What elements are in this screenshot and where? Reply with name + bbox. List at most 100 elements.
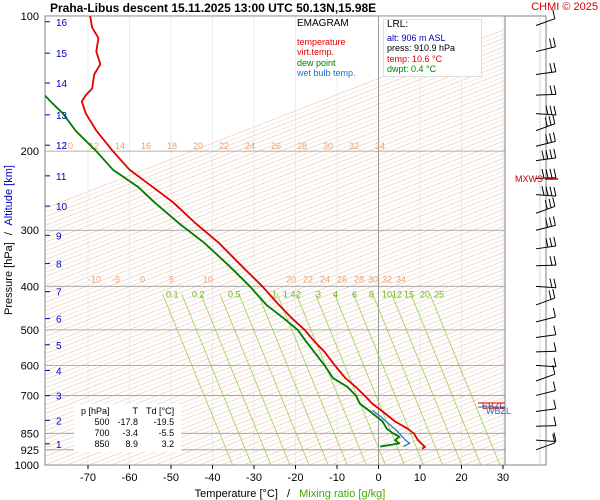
wind-barb-feather bbox=[553, 357, 557, 367]
wind-barb-feather bbox=[552, 288, 556, 299]
temperature-tick-label: 30 bbox=[497, 472, 509, 484]
dry-adiabat-line bbox=[132, 304, 546, 465]
dry-adiabat-line bbox=[45, 47, 546, 243]
wind-barb-feather bbox=[552, 114, 556, 124]
dry-adiabat-label: 30 bbox=[323, 141, 333, 151]
dry-adiabat-line bbox=[45, 201, 546, 397]
mxws-marker: MXWS bbox=[515, 174, 558, 184]
level-table: p [hPa] T Td [°C] 500 -17.8 -19.5 700 -3… bbox=[74, 404, 182, 452]
wind-barb-staff bbox=[535, 425, 557, 427]
axes-layer: 1002003004005006007008509251000123456789… bbox=[15, 11, 510, 484]
dry-adiabat-line bbox=[110, 295, 546, 465]
dry-adiabat-label: 20 bbox=[286, 274, 296, 284]
wind-barb-staff bbox=[535, 177, 557, 179]
dry-adiabat-label: 30 bbox=[368, 274, 378, 284]
mixing-ratio-label: 2 bbox=[296, 289, 301, 299]
wind-barb-feather bbox=[541, 169, 545, 179]
moist-adiabat-line bbox=[45, 214, 546, 410]
dry-adiabat-label: 16 bbox=[141, 141, 151, 151]
dry-adiabat-line bbox=[45, 175, 546, 372]
dry-adiabat-label: -5 bbox=[112, 274, 120, 284]
x-axis-label-sep: / bbox=[287, 488, 291, 500]
dry-adiabat-line bbox=[45, 209, 546, 406]
wind-barb-staff bbox=[535, 71, 556, 76]
moist-adiabat-line bbox=[45, 51, 546, 248]
wind-barb-staff bbox=[535, 439, 556, 442]
pressure-tick-label: 300 bbox=[21, 225, 39, 237]
mixing-ratio-label: 15 bbox=[404, 289, 414, 299]
wind-barb bbox=[535, 433, 556, 451]
chart-title: Praha-Libus descent 15.11.2025 13:00 UTC… bbox=[50, 1, 377, 15]
moist-adiabat-line bbox=[209, 334, 546, 465]
mixing-ratio-label: 10 bbox=[382, 289, 392, 299]
wind-barb-feather bbox=[553, 85, 557, 95]
wind-barb-feather bbox=[545, 238, 549, 248]
temperature-tick-label: -60 bbox=[122, 472, 138, 484]
temperature-tick-label: 10 bbox=[414, 472, 426, 484]
wind-barb-feather bbox=[548, 116, 552, 126]
wind-barb-feather bbox=[553, 255, 557, 266]
wind-barb-staff bbox=[535, 123, 555, 132]
legend-item-dew-point: dew point bbox=[297, 57, 336, 68]
wind-barb-feather bbox=[549, 217, 553, 227]
moist-adiabat-line bbox=[45, 17, 546, 213]
moist-adiabat-line bbox=[45, 188, 546, 385]
table-row: 850 8.9 3.2 bbox=[77, 439, 178, 450]
lrl-dewpoint: dwpt: 0.4 °C bbox=[387, 64, 437, 74]
ebzl-label: EBZL bbox=[482, 401, 505, 411]
y-axis-label-sep: / bbox=[3, 231, 15, 235]
dry-adiabat-line bbox=[45, 218, 546, 415]
wind-barb-staff bbox=[535, 157, 556, 162]
moist-adiabat-line bbox=[45, 60, 546, 256]
moist-adiabat-line bbox=[562, 16, 600, 465]
wind-barb-staff bbox=[535, 285, 556, 289]
level-table-cell: 3.2 bbox=[161, 439, 175, 449]
wind-barb-feather bbox=[549, 149, 553, 159]
moist-adiabat-line bbox=[45, 34, 546, 231]
dry-adiabat-line bbox=[45, 55, 546, 252]
mixing-ratio-label: 4 bbox=[333, 289, 338, 299]
moist-adiabat-line bbox=[45, 120, 546, 316]
dry-adiabat-label: 0 bbox=[140, 274, 145, 284]
level-table-header-td: Td [°C] bbox=[146, 406, 175, 416]
lrl-pressure: press: 910.9 hPa bbox=[387, 43, 456, 53]
wind-barb bbox=[535, 381, 556, 396]
moist-adiabat-line bbox=[45, 128, 546, 325]
dry-adiabat-label: 20 bbox=[193, 141, 203, 151]
wind-barb bbox=[535, 132, 556, 147]
dry-adiabat-line bbox=[176, 321, 546, 465]
x-axis-label: Temperature [°C] / Mixing ratio [g/kg] bbox=[195, 488, 386, 500]
wind-barb bbox=[535, 186, 557, 197]
wind-barb-staff bbox=[535, 264, 557, 267]
temperature-tick-label: -20 bbox=[288, 472, 304, 484]
wind-barb-staff bbox=[535, 373, 555, 382]
dry-adiabat-label: 32 bbox=[349, 141, 359, 151]
wind-barb-staff bbox=[535, 390, 556, 396]
pressure-tick-label: 850 bbox=[21, 428, 39, 440]
pressure-tick-label: 100 bbox=[21, 11, 39, 23]
temperature-tick-label: -30 bbox=[246, 472, 262, 484]
moist-adiabat-line bbox=[253, 351, 546, 465]
wind-barb-feather bbox=[552, 132, 556, 142]
level-table-header-p: p [hPa] bbox=[81, 406, 110, 416]
x-axis-label-temperature: Temperature [°C] bbox=[195, 488, 278, 500]
credit-link[interactable]: CHMI © 2025 bbox=[531, 1, 598, 13]
dry-adiabat-line bbox=[45, 124, 546, 320]
wind-barb-staff bbox=[535, 93, 557, 96]
wind-barb-staff bbox=[535, 408, 556, 412]
wind-profile bbox=[504, 9, 557, 466]
altitude-tick-label: 5 bbox=[56, 341, 62, 352]
level-table-header: p [hPa] T Td [°C] bbox=[77, 406, 178, 417]
temperature-tick-label: 0 bbox=[375, 472, 381, 484]
lrl-altitude: alt: 906 m ASL bbox=[387, 32, 446, 43]
wind-barb-staff bbox=[535, 140, 556, 147]
dry-adiabat-line bbox=[45, 269, 546, 465]
lrl-box: LRL: alt: 906 m ASL press: 910.9 hPa tem… bbox=[383, 19, 482, 77]
wind-barb-feather bbox=[545, 186, 549, 196]
wind-barb bbox=[535, 62, 557, 76]
legend-heading: EMAGRAM bbox=[297, 18, 349, 29]
mixing-ratio-line bbox=[219, 294, 291, 465]
dry-adiabat-line bbox=[45, 192, 546, 389]
wind-barb-staff bbox=[535, 442, 555, 451]
pressure-tick-label: 700 bbox=[21, 390, 39, 402]
